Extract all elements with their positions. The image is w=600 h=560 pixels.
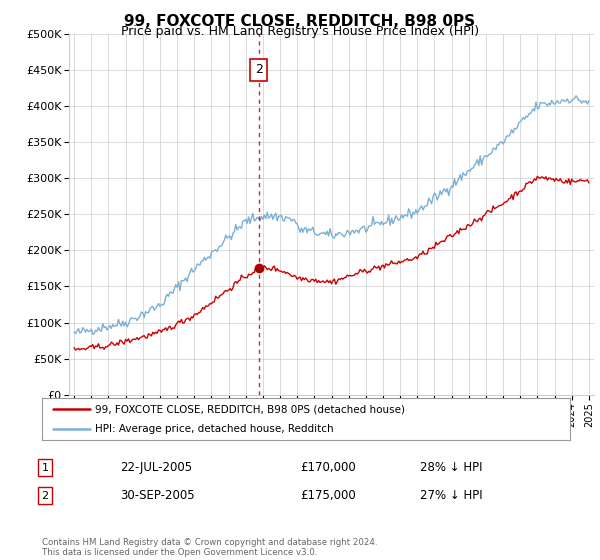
Text: 28% ↓ HPI: 28% ↓ HPI	[420, 461, 482, 474]
Text: 99, FOXCOTE CLOSE, REDDITCH, B98 0PS (detached house): 99, FOXCOTE CLOSE, REDDITCH, B98 0PS (de…	[95, 404, 405, 414]
Text: HPI: Average price, detached house, Redditch: HPI: Average price, detached house, Redd…	[95, 424, 334, 434]
Text: Price paid vs. HM Land Registry's House Price Index (HPI): Price paid vs. HM Land Registry's House …	[121, 25, 479, 38]
Text: Contains HM Land Registry data © Crown copyright and database right 2024.
This d: Contains HM Land Registry data © Crown c…	[42, 538, 377, 557]
Text: £170,000: £170,000	[300, 461, 356, 474]
Text: £175,000: £175,000	[300, 489, 356, 502]
Text: 99, FOXCOTE CLOSE, REDDITCH, B98 0PS: 99, FOXCOTE CLOSE, REDDITCH, B98 0PS	[124, 14, 476, 29]
Text: 30-SEP-2005: 30-SEP-2005	[120, 489, 194, 502]
Text: 27% ↓ HPI: 27% ↓ HPI	[420, 489, 482, 502]
Text: 1: 1	[41, 463, 49, 473]
Text: 2: 2	[254, 63, 263, 76]
Text: 22-JUL-2005: 22-JUL-2005	[120, 461, 192, 474]
Text: 2: 2	[41, 491, 49, 501]
